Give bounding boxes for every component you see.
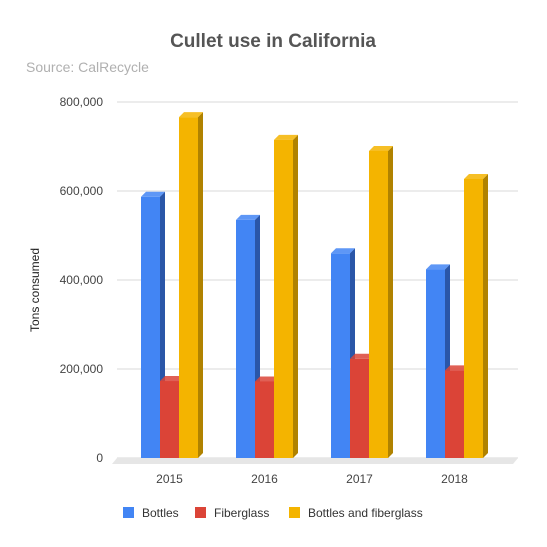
- y-tick-label: 0: [96, 451, 103, 465]
- bar-front: [331, 253, 350, 458]
- bar: [369, 145, 393, 458]
- legend-item: Bottles: [123, 506, 179, 520]
- bar-front: [445, 370, 464, 458]
- y-tick-label: 400,000: [60, 273, 104, 287]
- bar-top: [141, 191, 165, 197]
- bar: [274, 134, 298, 458]
- bar-side: [388, 145, 393, 458]
- bar-front: [255, 381, 274, 458]
- bar-front: [236, 219, 255, 458]
- bar-top: [445, 365, 469, 371]
- bar: [464, 173, 488, 459]
- bar-top: [426, 264, 450, 270]
- chart-subtitle: Source: CalRecycle: [26, 59, 149, 75]
- chart-title: Cullet use in California: [170, 31, 376, 52]
- bars: [141, 112, 488, 459]
- y-tick-label: 600,000: [60, 184, 104, 198]
- legend-item: Bottles and fiberglass: [289, 506, 423, 520]
- bar-front: [464, 178, 483, 459]
- legend-swatch: [289, 507, 300, 518]
- chart-floor: [112, 458, 518, 464]
- x-tick-label: 2017: [346, 472, 373, 486]
- bar-side: [198, 112, 203, 458]
- bar-front: [426, 269, 445, 458]
- floor-plane: [112, 458, 518, 464]
- bar-front: [141, 196, 160, 458]
- legend-label: Bottles and fiberglass: [308, 506, 423, 520]
- legend-swatch: [123, 507, 134, 518]
- bar-front: [160, 381, 179, 458]
- legend-label: Fiberglass: [214, 506, 269, 520]
- x-tick-label: 2015: [156, 472, 183, 486]
- x-axis-ticks: 2015 2016 2017 2018: [156, 472, 468, 486]
- bar-top: [331, 248, 355, 254]
- bar-top: [274, 134, 298, 140]
- bar-top: [236, 214, 260, 220]
- bar: [179, 112, 203, 458]
- bar-front: [350, 358, 369, 458]
- bar-top: [179, 112, 203, 118]
- legend-label: Bottles: [142, 506, 179, 520]
- bar-front: [369, 150, 388, 458]
- bar-top: [350, 353, 374, 359]
- bar-top: [464, 173, 488, 179]
- bar-front: [179, 117, 198, 458]
- legend-item: Fiberglass: [195, 506, 269, 520]
- bar-side: [483, 173, 488, 459]
- bar-top: [160, 376, 184, 382]
- y-tick-label: 800,000: [60, 95, 104, 109]
- x-tick-label: 2018: [441, 472, 468, 486]
- y-axis-label: Tons consumed: [28, 248, 42, 332]
- bar-side: [293, 134, 298, 458]
- y-axis-ticks: 0 200,000 400,000 600,000 800,000: [60, 95, 104, 465]
- x-tick-label: 2016: [251, 472, 278, 486]
- y-tick-label: 200,000: [60, 362, 104, 376]
- bar-top: [255, 376, 279, 382]
- legend-swatch: [195, 507, 206, 518]
- bar-top: [369, 145, 393, 151]
- legend: Bottles Fiberglass Bottles and fiberglass: [123, 506, 423, 520]
- bar-front: [274, 139, 293, 458]
